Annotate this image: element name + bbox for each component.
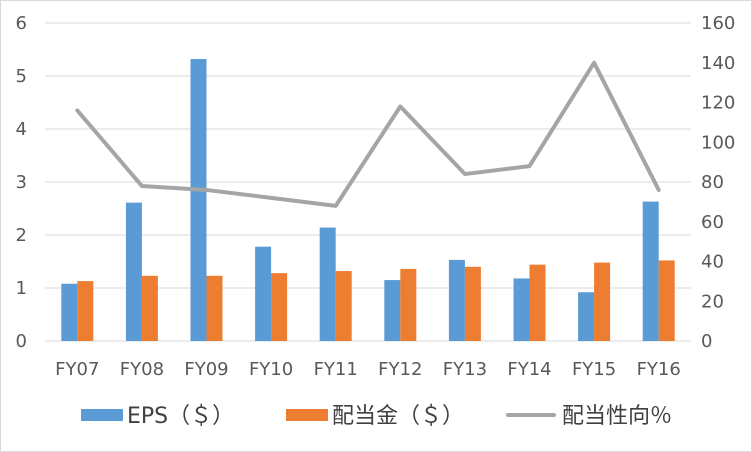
dividend-bar: [141, 275, 158, 341]
legend-label: EPS（＄）: [127, 404, 234, 429]
legend-item: EPS（＄）: [81, 404, 234, 429]
y-left-tick-label: 4: [16, 119, 27, 140]
y-left-tick-label: 1: [16, 278, 27, 299]
y-right-tick-label: 0: [701, 331, 712, 352]
bar-series: [61, 59, 675, 341]
x-tick-label: FY11: [314, 359, 358, 380]
legend-item: 配当金（＄）: [286, 404, 464, 429]
y-right-tick-label: 80: [701, 172, 724, 193]
eps-bar: [61, 283, 78, 341]
dividend-bar: [464, 266, 481, 341]
dividend-bar: [594, 262, 611, 341]
dividend-legend-swatch: [286, 409, 328, 421]
legend-label: 配当性向％: [562, 404, 672, 429]
y-left-tick-label: 0: [16, 331, 27, 352]
eps-bar: [319, 227, 336, 341]
x-tick-label: FY08: [120, 359, 164, 380]
payout-ratio-line: [75, 60, 661, 208]
x-tick-label: FY13: [443, 359, 487, 380]
eps-bar: [578, 292, 595, 341]
y-right-tick-label: 160: [701, 13, 735, 34]
y-left-tick-label: 6: [16, 13, 27, 34]
dividend-bar: [77, 281, 94, 341]
legend: EPS（＄） 配当金（＄） 配当性向％: [81, 404, 672, 429]
dividend-bar: [400, 268, 417, 341]
y-right-tick-label: 120: [701, 93, 735, 114]
eps-bar: [125, 202, 142, 341]
x-tick-label: FY10: [249, 359, 293, 380]
x-tick-label: FY07: [55, 359, 99, 380]
dividend-bar: [658, 260, 675, 341]
y-right-tick-label: 60: [701, 212, 724, 233]
dividend-bar: [335, 271, 352, 341]
y-right-tick-label: 40: [701, 252, 724, 273]
line-series: [75, 60, 661, 208]
y-left-tick-label: 2: [16, 225, 27, 246]
x-tick-label: FY12: [378, 359, 422, 380]
y-right-tick-label: 20: [701, 291, 724, 312]
eps-bar: [513, 278, 530, 341]
y-left-tick-label: 5: [16, 66, 27, 87]
eps-bar: [448, 259, 465, 341]
y-left-tick-label: 3: [16, 172, 27, 193]
eps-bar: [642, 201, 659, 341]
y-right-tick-label: 100: [701, 132, 735, 153]
legend-item: 配当性向％: [506, 404, 672, 429]
eps-bar: [255, 246, 272, 341]
y-right-tick-label: 140: [701, 53, 735, 74]
dividend-bar: [271, 273, 288, 341]
dividend-bar: [206, 275, 223, 341]
x-tick-label: FY09: [184, 359, 228, 380]
x-tick-label: FY14: [507, 359, 551, 380]
eps-bar: [384, 280, 401, 341]
dividend-bar: [529, 264, 546, 341]
legend-label: 配当金（＄）: [332, 404, 464, 429]
x-tick-label: FY16: [637, 359, 681, 380]
eps-bar: [190, 59, 207, 341]
eps-legend-swatch: [81, 409, 123, 421]
x-tick-label: FY15: [572, 359, 616, 380]
